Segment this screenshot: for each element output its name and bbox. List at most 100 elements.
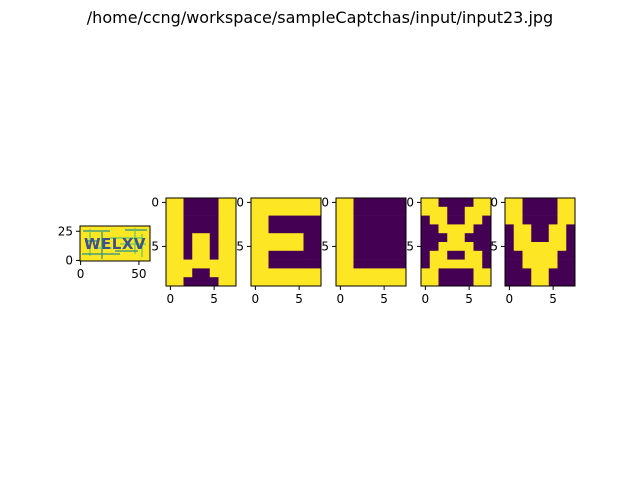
segment-X-pixel: [421, 233, 431, 243]
segment-V-pixel: [548, 268, 558, 278]
segment-W-pixel: [201, 224, 211, 234]
segment-L-pixel: [336, 259, 346, 269]
segment-X-pixel: [438, 233, 448, 243]
segment-X-pixel: [473, 277, 483, 287]
segment-L-pixel: [397, 277, 407, 287]
segment-X-x-tick-label: 5: [465, 292, 473, 306]
segment-V-pixel: [548, 224, 558, 234]
segment-X-y-tick-label: 0: [406, 195, 414, 209]
segment-L-pixel: [388, 215, 398, 225]
segment-L-frame: [335, 197, 407, 287]
segment-L-pixel: [362, 277, 372, 287]
segment-L-pixel: [388, 198, 398, 208]
segment-X-pixel: [429, 277, 439, 287]
segment-V-pixel: [522, 233, 532, 243]
segment-V-x-tick-label: 0: [506, 292, 514, 306]
segment-X-pixel: [464, 215, 474, 225]
segment-W-pixel: [227, 233, 237, 243]
segment-V-pixel: [513, 215, 523, 225]
segment-V-pixel: [566, 233, 576, 243]
segment-W-frame: [165, 197, 237, 287]
segment-X-pixel: [429, 198, 439, 208]
segment-X-pixel: [456, 277, 466, 287]
segment-X-pixel: [447, 233, 457, 243]
segment-E-pixel: [268, 250, 278, 260]
segment-L-pixel: [388, 250, 398, 260]
segment-X-pixel: [429, 250, 439, 260]
segment-V-pixel: [522, 224, 532, 234]
segment-W-pixel: [174, 259, 184, 269]
segment-E-pixel: [251, 277, 261, 287]
segment-E-pixel: [259, 198, 269, 208]
segment-W-pixel: [201, 268, 211, 278]
segment-L-pixel: [344, 268, 354, 278]
segment-E-pixel: [286, 277, 296, 287]
segment-X-pixel: [456, 259, 466, 269]
segment-X-pixel: [482, 206, 492, 216]
segment-V-pixel: [540, 198, 550, 208]
segment-L-pixel: [353, 233, 363, 243]
segment-V-pixel: [531, 206, 541, 216]
segment-L-pixel: [379, 206, 389, 216]
segment-X-pixel: [482, 233, 492, 243]
segment-L-pixel: [362, 198, 372, 208]
segment-L-panel: 0 5 0 5: [321, 195, 407, 306]
segment-L-y-tick-label: 0: [321, 195, 329, 209]
segment-L-pixel: [371, 242, 381, 252]
segment-X-pixel: [473, 250, 483, 260]
segment-X-pixel: [473, 268, 483, 278]
segment-L-pixel: [336, 206, 346, 216]
segment-E-pixel: [259, 224, 269, 234]
segment-L-pixel: [336, 250, 346, 260]
segment-E-pixel: [277, 233, 287, 243]
segment-E-pixel: [286, 206, 296, 216]
segment-E-pixel: [303, 198, 313, 208]
segment-X-pixel: [473, 242, 483, 252]
segment-L-pixel: [344, 259, 354, 269]
segment-L-pixel: [379, 268, 389, 278]
segment-W-pixel: [227, 250, 237, 260]
segment-E-pixel: [268, 268, 278, 278]
segment-W-pixel: [209, 215, 219, 225]
character-segments: 0 5 0 5 0 5 0 5 0 5 0 5 0 5 0 5 0 5 0 5: [151, 195, 576, 306]
segment-E-pixel: [294, 268, 304, 278]
segment-E-pixel: [259, 206, 269, 216]
segment-V-pixel: [557, 198, 567, 208]
segment-W-pixel: [183, 259, 193, 269]
segment-L-pixel: [353, 250, 363, 260]
segment-L-pixel: [397, 215, 407, 225]
segment-W-pixel: [227, 198, 237, 208]
segment-E-panel: 0 5 0 5: [236, 195, 322, 306]
segment-X-pixel: [447, 206, 457, 216]
segment-W-pixel: [218, 268, 228, 278]
segment-L-pixel: [379, 250, 389, 260]
segment-W-pixel: [209, 242, 219, 252]
segment-E-pixel: [268, 242, 278, 252]
segment-X-pixel: [429, 233, 439, 243]
segment-E-pixel: [259, 233, 269, 243]
segment-L-pixel: [344, 233, 354, 243]
segment-L-pixel: [379, 277, 389, 287]
segment-E-pixel: [259, 242, 269, 252]
segment-X-pixel: [464, 259, 474, 269]
segment-L-pixel: [379, 198, 389, 208]
segment-V-pixel: [505, 242, 515, 252]
segment-E-pixel: [259, 250, 269, 260]
segment-V-x-tick-label: 5: [549, 292, 557, 306]
segment-L-pixel: [371, 206, 381, 216]
segment-E-pixel: [294, 242, 304, 252]
segment-X-pixel: [421, 224, 431, 234]
segment-W-pixel: [166, 206, 176, 216]
segment-X-pixel: [438, 215, 448, 225]
segment-W-pixel: [209, 198, 219, 208]
segment-X-pixel: [447, 242, 457, 252]
segment-W-pixel: [201, 233, 211, 243]
segment-X-pixel: [438, 250, 448, 260]
segment-L-pixel: [371, 268, 381, 278]
segment-W-pixel: [218, 224, 228, 234]
segment-E-pixel: [303, 268, 313, 278]
segment-E-pixel: [312, 277, 322, 287]
segment-L-pixel: [362, 268, 372, 278]
segment-W-pixel: [183, 277, 193, 287]
